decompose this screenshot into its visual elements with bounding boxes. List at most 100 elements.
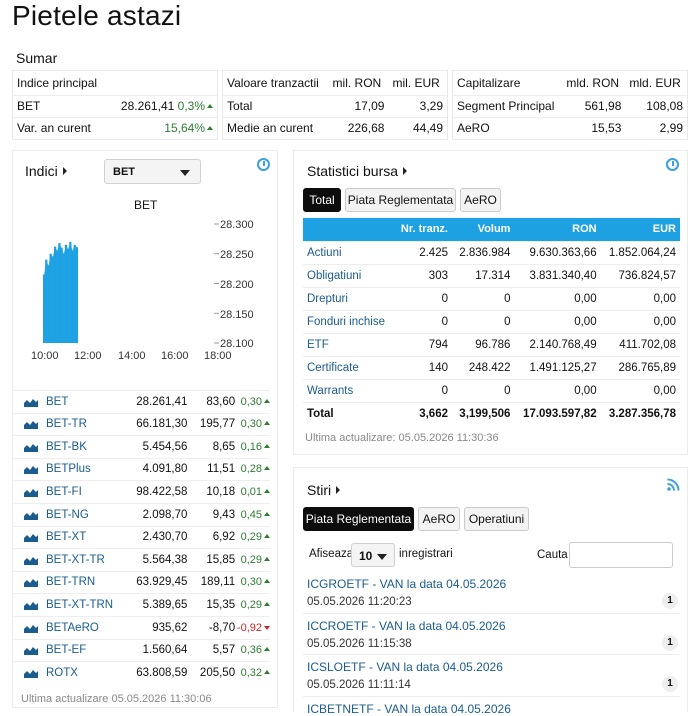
index-name[interactable]: BETAeRO: [46, 621, 99, 634]
index-name[interactable]: BET-FI: [46, 485, 82, 498]
index-row[interactable]: ROTX 63.808,59 205,50 0,32: [12, 661, 270, 683]
indici-title: Indici: [25, 163, 58, 179]
index-change: 9,43: [212, 508, 236, 521]
page-size-select[interactable]: 10: [351, 543, 395, 567]
index-name[interactable]: BET-EF: [46, 644, 87, 657]
index-row[interactable]: BET-XT-TR 5.564,38 15,85 0,29: [12, 548, 270, 570]
index-value: 98.422,58: [136, 485, 188, 498]
info-icon[interactable]: [666, 158, 679, 171]
index-row[interactable]: BET-NG 2.098,70 9,43 0,45: [12, 503, 270, 525]
index-change: 8,65: [212, 440, 236, 453]
y-tick-label: 28.200: [220, 279, 254, 291]
sumar-cap-row-name: AeRO: [453, 116, 563, 139]
index-row[interactable]: BET-FI 98.422,58 10,18 0,01: [12, 480, 270, 502]
index-row[interactable]: BET 28.261,41 83,60 0,30: [12, 390, 270, 412]
tab-aero[interactable]: AeRO: [460, 188, 501, 212]
stat-cell: 0: [393, 378, 452, 402]
stat-row-label[interactable]: ETF: [303, 332, 394, 356]
news-title-link[interactable]: ICGROETF - VAN la data 04.05.2026: [307, 577, 507, 591]
records-label: inregistrari: [399, 548, 453, 560]
sumar-cap-col2: mld. EUR: [625, 71, 687, 96]
index-value: 5.564,38: [142, 553, 188, 566]
index-row[interactable]: BET-EF 1.560,64 5,57 0,36: [12, 638, 270, 661]
index-row[interactable]: BET-XT-TRN 5.389,65 15,35 0,29: [12, 593, 270, 615]
index-name[interactable]: BET-TR: [46, 418, 87, 431]
stat-row-label[interactable]: Actiuni: [303, 240, 394, 264]
index-change: 5,57: [212, 644, 236, 657]
index-name[interactable]: BET-XT-TR: [46, 553, 105, 566]
tab-operatiuni[interactable]: Operatiuni: [464, 507, 529, 531]
sumar-index-name: BET: [13, 94, 105, 117]
index-value: 63.808,59: [136, 666, 188, 679]
index-select-value: BET: [113, 166, 135, 178]
stat-cell: 2.425: [393, 240, 452, 264]
stat-row-label[interactable]: Certificate: [303, 355, 394, 379]
indici-heading[interactable]: Indici: [25, 163, 67, 179]
index-change: 15,85: [206, 553, 236, 566]
tab-total[interactable]: Total: [303, 188, 341, 212]
index-name[interactable]: BET-XT-TRN: [46, 598, 114, 611]
stat-cell: 0,00: [514, 378, 601, 402]
stat-row-label: Total: [303, 401, 394, 425]
index-row[interactable]: BETAeRO 935,62 -8,70 -0,92: [12, 616, 270, 638]
index-name[interactable]: BET: [46, 395, 69, 408]
search-input[interactable]: [569, 542, 673, 568]
index-value: 63.929,45: [136, 576, 188, 589]
stat-row-label[interactable]: Obligatiuni: [303, 263, 394, 287]
stat-cell: 2.836.984: [451, 240, 515, 264]
index-row[interactable]: BET-TRN 63.929,45 189,11 0,30: [12, 570, 270, 593]
index-value: 66.181,30: [136, 418, 188, 431]
tab-piata-reglementata[interactable]: Piata Reglementata: [345, 188, 456, 212]
index-row[interactable]: BET-TR 66.181,30 195,77 0,30: [12, 412, 270, 435]
news-title-link[interactable]: ICSLOETF - VAN la data 04.05.2026: [307, 660, 503, 674]
index-name[interactable]: BET-BK: [46, 440, 87, 453]
index-value: 2.098,70: [142, 508, 188, 521]
stat-cell: 17.093.597,82: [514, 401, 601, 425]
index-row[interactable]: BETPlus 4.091,80 11,51 0,28: [12, 457, 270, 480]
stat-row: Fonduri inchise 0 0 0,00 0,00: [303, 309, 680, 333]
tab-piata-reglementata[interactable]: Piata Reglementata: [303, 507, 414, 531]
news-count-badge: 1: [662, 593, 678, 609]
index-name[interactable]: ROTX: [46, 666, 78, 679]
index-name[interactable]: BET-TRN: [46, 576, 96, 589]
stat-cell: 0: [451, 309, 515, 333]
chevron-down-icon: [377, 554, 387, 560]
index-row[interactable]: BET-XT 2.430,70 6,92 0,29: [12, 525, 270, 548]
info-icon[interactable]: [257, 158, 270, 171]
stat-row-label[interactable]: Drepturi: [303, 286, 394, 310]
stat-cell: 248.422: [451, 355, 515, 379]
area-chart-icon: [24, 397, 38, 407]
stat-row-label[interactable]: Fonduri inchise: [303, 309, 394, 333]
index-value: 5.454,56: [142, 440, 188, 453]
rss-icon[interactable]: [667, 478, 680, 491]
stat-cell: 0,00: [600, 286, 680, 310]
tab-aero[interactable]: AeRO: [418, 507, 460, 531]
index-change: 189,11: [200, 576, 236, 589]
index-value: 2.430,70: [142, 531, 188, 544]
index-select[interactable]: BET: [104, 159, 201, 184]
stiri-heading[interactable]: Stiri: [307, 482, 341, 498]
index-name[interactable]: BETPlus: [46, 463, 91, 476]
sumar-index-pct: 0,3%: [178, 99, 213, 113]
statistici-heading[interactable]: Statistici bursa: [307, 163, 408, 179]
index-pct: 0,16: [235, 441, 270, 453]
sumar-tranz-row-ron: 226,68: [328, 116, 389, 139]
stat-row-label[interactable]: Warrants: [303, 378, 394, 402]
stat-column-header: RON: [514, 218, 601, 241]
index-row[interactable]: BET-BK 5.454,56 8,65 0,16: [12, 435, 270, 457]
area-chart-icon: [24, 419, 38, 430]
area-chart-icon: [24, 668, 38, 678]
index-change: 6,92: [212, 531, 236, 544]
index-value: 1.560,64: [142, 644, 188, 657]
chart-title: BET: [134, 198, 158, 212]
news-count-badge: 1: [662, 676, 678, 692]
index-name[interactable]: BET-NG: [46, 508, 89, 521]
news-title-link[interactable]: ICCROETF - VAN la data 04.05.2026: [307, 618, 506, 633]
stat-cell: 0,00: [514, 286, 601, 310]
sumar-section: Indice principal BET 28.261,41 0,3% Var.…: [12, 70, 688, 140]
news-separator: [303, 695, 680, 697]
stat-cell: 0,00: [600, 309, 680, 333]
index-value: 5.389,65: [142, 598, 188, 611]
index-name[interactable]: BET-XT: [46, 531, 87, 544]
sumar-tranz-header: Valoare tranzactii: [223, 71, 329, 96]
